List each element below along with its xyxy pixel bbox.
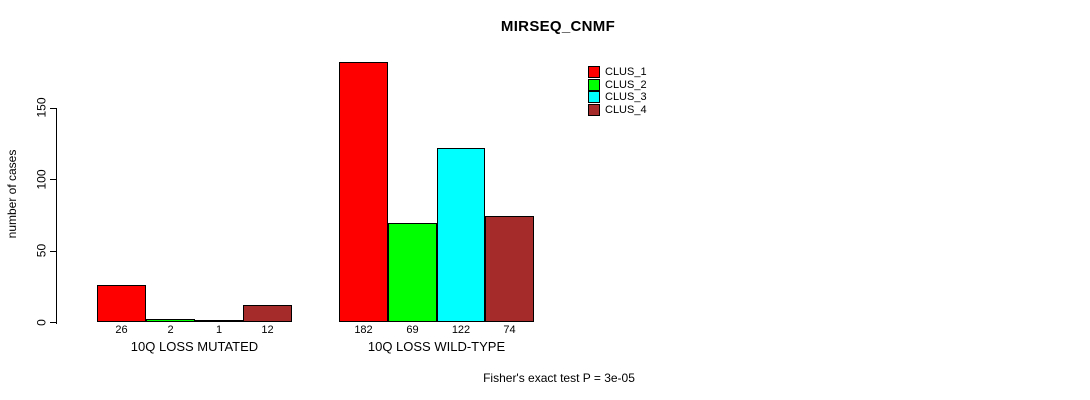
legend-label: CLUS_2 <box>605 78 647 91</box>
fisher-test-annotation: Fisher's exact test P = 3e-05 <box>483 371 635 385</box>
legend-label: CLUS_4 <box>605 103 647 116</box>
y-axis-tick-label: 0 <box>34 319 49 326</box>
bar-value-label: 12 <box>261 324 274 336</box>
y-axis-tick-label: 150 <box>34 97 49 118</box>
chart-title: MIRSEQ_CNMF <box>500 18 616 35</box>
y-axis-tick <box>50 322 57 323</box>
bar-clus_1-mutated <box>97 285 146 322</box>
y-axis-line <box>56 108 57 324</box>
bar-value-label: 122 <box>451 324 471 336</box>
y-axis-tick <box>50 179 57 180</box>
bar-clus_3-wild-type <box>437 148 485 322</box>
bar-clus_3-mutated <box>195 320 243 322</box>
legend-entry-clus_2: CLUS_2 <box>588 78 647 91</box>
y-axis-tick-label: 100 <box>34 169 49 190</box>
legend-entry-clus_4: CLUS_4 <box>588 103 647 116</box>
bar-value-label: 2 <box>167 324 174 336</box>
bar-clus_4-mutated <box>243 305 292 322</box>
legend-swatch-icon <box>588 103 600 116</box>
bar-clus_1-wild-type <box>339 62 388 322</box>
legend-entry-clus_3: CLUS_3 <box>588 91 647 103</box>
bar-value-label: 69 <box>406 324 419 336</box>
y-axis-tick-label: 50 <box>34 243 49 258</box>
legend-entry-clus_1: CLUS_1 <box>588 66 647 78</box>
y-axis-tick <box>50 251 57 252</box>
bar-clus_2-wild-type <box>388 223 437 322</box>
bar-value-label: 26 <box>115 324 128 336</box>
legend-swatch-icon <box>588 66 600 78</box>
legend-swatch-icon <box>588 78 600 91</box>
bar-value-label: 1 <box>215 324 223 336</box>
y-axis-label: number of cases <box>5 149 19 239</box>
legend-swatch-icon <box>588 91 600 103</box>
legend-label: CLUS_3 <box>605 91 647 103</box>
bar-clus_2-mutated <box>146 319 195 322</box>
legend-label: CLUS_1 <box>605 66 647 78</box>
legend: CLUS_1 CLUS_2 CLUS_3 CLUS_4 <box>588 66 647 116</box>
bar-value-label: 182 <box>354 324 373 336</box>
bar-clus_4-wild-type <box>485 216 534 322</box>
y-axis-tick <box>50 108 57 109</box>
x-axis-group-label: 10Q LOSS MUTATED <box>130 339 259 354</box>
x-axis-group-label: 10Q LOSS WILD-TYPE <box>367 339 506 354</box>
bar-value-label: 74 <box>503 324 516 336</box>
